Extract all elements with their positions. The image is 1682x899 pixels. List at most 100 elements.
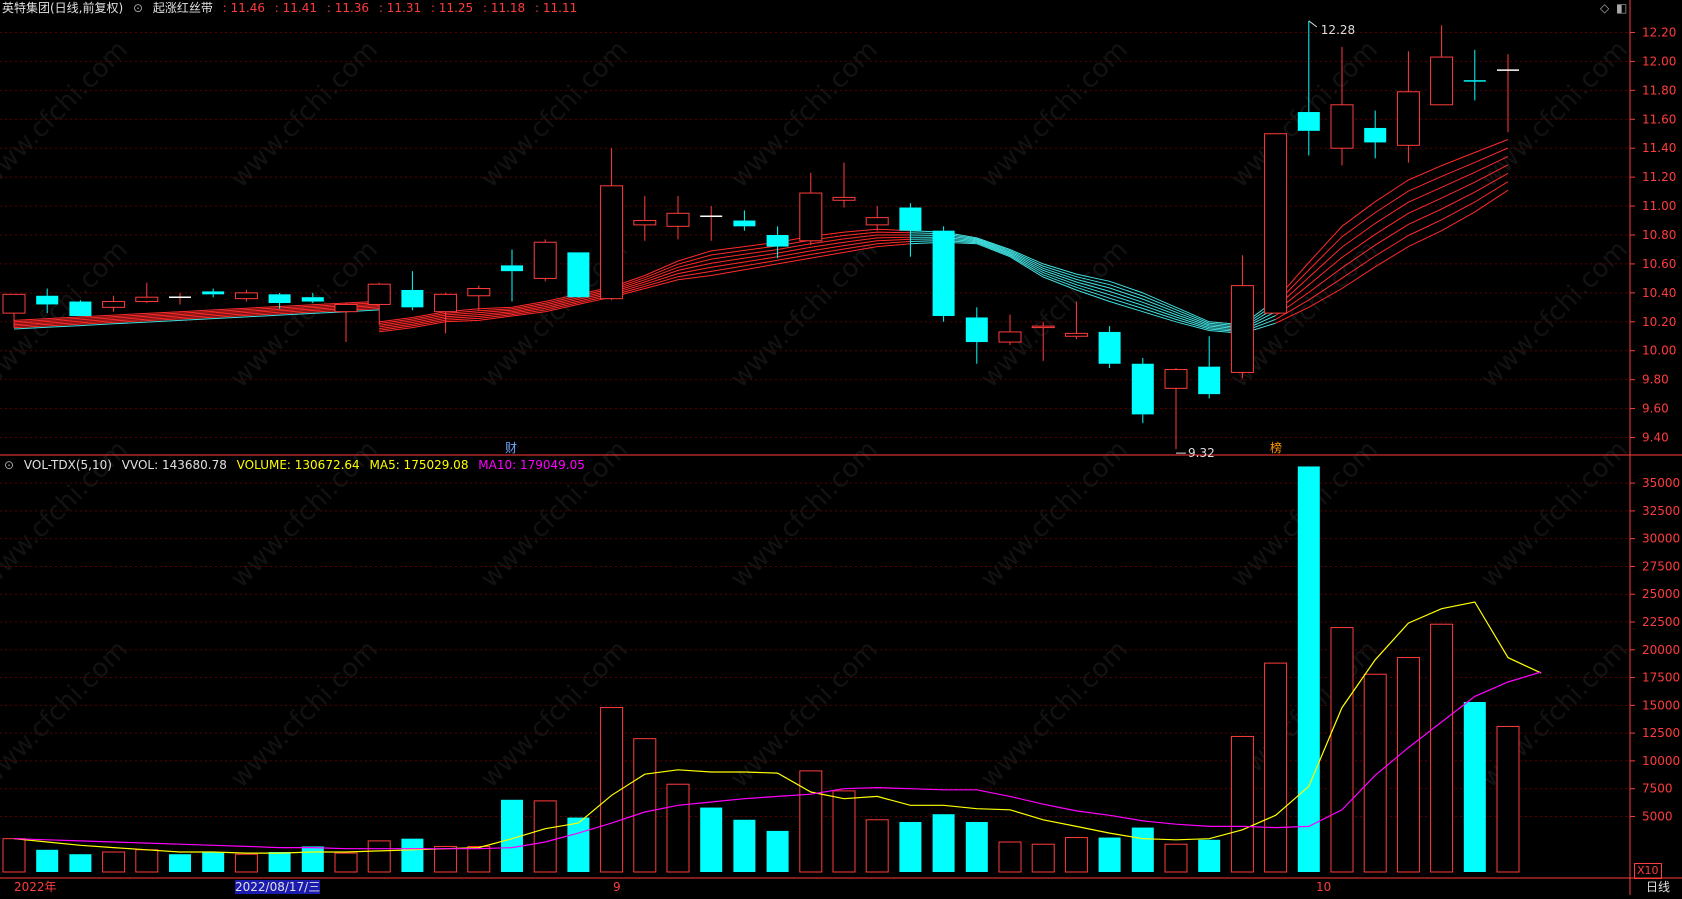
candle-body-down (1098, 331, 1121, 364)
volume-bar-down (202, 852, 225, 872)
ribbon-line (1275, 155, 1509, 309)
candle-body-down (301, 297, 324, 302)
window-toggle-icon[interactable]: ◧ (1616, 1, 1628, 15)
watermark-text: www.cfchi.com (975, 635, 1134, 794)
volume-layer (2, 466, 1520, 873)
volume-bar-down (567, 817, 590, 872)
candle-body-up (799, 192, 823, 242)
indicator-toggle-icon[interactable]: ⊙ (133, 1, 144, 15)
volume-bar-up (865, 819, 889, 873)
volume-indicator-name[interactable]: VOL-TDX(5,10) (23, 458, 112, 472)
volume-bar-down (1098, 837, 1121, 872)
high-label: 12.28 (1321, 23, 1355, 37)
low-label: 9.32 (1188, 446, 1215, 460)
watermark-text: www.cfchi.com (1475, 235, 1634, 394)
volume-tick-label: 10000 (1642, 754, 1680, 768)
candle-body-down (1364, 127, 1387, 143)
candle-body-up (1164, 369, 1188, 389)
volume-bar-up (799, 770, 823, 873)
candle-body-up (102, 301, 126, 308)
volume-bar-up (2, 838, 26, 873)
price-tick-label: 10.60 (1642, 257, 1676, 271)
volume-bar-down (766, 830, 789, 872)
volume-toggle-icon[interactable]: ⊙ (4, 458, 15, 472)
volume-bar-up (467, 845, 491, 873)
ribbon-line (13, 303, 380, 324)
ribbon-line (13, 302, 380, 323)
candle-body-down (1463, 80, 1486, 82)
year-label: 2022年 (14, 880, 57, 894)
ribbon-line (1275, 181, 1509, 320)
finance-marker[interactable]: 财 (505, 441, 518, 455)
ribbon-line (910, 236, 1276, 330)
volume-bar-up (1363, 673, 1387, 873)
ribbon-line (1275, 189, 1509, 324)
candle-body-up (2, 293, 26, 314)
watermark-text: www.cfchi.com (475, 35, 634, 194)
price-tick-label: 9.80 (1642, 373, 1669, 387)
cursor-date-label: 2022/08/17/三 (235, 880, 321, 894)
volume-bar-up (1330, 627, 1354, 873)
ribbon-value-4: : 11.31 (378, 1, 422, 15)
candle-body-down (899, 207, 922, 231)
volume-tick-label: 20000 (1642, 643, 1680, 657)
volume-bar-up (1264, 662, 1288, 873)
candle-body-up (998, 331, 1022, 343)
watermark-text: www.cfchi.com (975, 35, 1134, 194)
volume-bar-down (965, 822, 988, 872)
stock-title[interactable]: 英特集团(日线,前复权) (2, 1, 124, 15)
candle-layer (2, 20, 1519, 450)
volume-tick-label: 5000 (1642, 809, 1673, 823)
volume-bar-up (666, 783, 690, 873)
price-tick-label: 10.40 (1642, 286, 1676, 300)
ribbon-line (379, 238, 911, 330)
ribbon-line (379, 241, 911, 331)
price-tick-label: 12.00 (1642, 54, 1676, 68)
ma10-line (13, 671, 1542, 850)
volume-bar-up (633, 738, 657, 873)
volume-bar-up (434, 845, 458, 873)
candle-body-up (434, 293, 458, 313)
watermark-text: www.cfchi.com (975, 435, 1134, 594)
grid-layer (0, 31, 1630, 817)
candle-body-up (832, 196, 856, 201)
candle-body-up (1230, 285, 1254, 373)
candle-body-down (1297, 112, 1320, 131)
volume-value: VOLUME: 130672.64 (236, 458, 360, 472)
ma-layer (13, 601, 1542, 854)
volume-bar-down (301, 846, 324, 872)
volume-tick-label: 32500 (1642, 504, 1680, 518)
annotation-layer: 12.28 9.32 (1176, 20, 1355, 460)
volume-bar-up (135, 849, 159, 873)
candle-body-down (932, 230, 955, 317)
volume-bar-up (1496, 725, 1520, 873)
volume-tick-label: 22500 (1642, 615, 1680, 629)
diamond-icon[interactable]: ◇ (1600, 1, 1610, 15)
indicator-name[interactable]: 起涨红丝带 (152, 1, 213, 15)
ribbon-line (910, 239, 1276, 333)
ribbon-value-2: : 11.41 (274, 1, 318, 15)
volume-bar-up (600, 707, 624, 873)
volume-bar-down (36, 849, 59, 872)
ribbon-line (910, 230, 1276, 326)
volume-bar-up (533, 800, 557, 873)
volume-bar-down (268, 852, 291, 872)
ribbon-line (13, 305, 380, 326)
volume-tick-label: 12500 (1642, 726, 1680, 740)
candle-body-up (367, 283, 391, 305)
ranking-marker[interactable]: 榜 (1270, 441, 1283, 455)
candle-body-down (69, 301, 92, 317)
period-label[interactable]: 日线 (1646, 880, 1671, 894)
volume-bar-up (1164, 843, 1188, 873)
candle-body-up (234, 292, 258, 300)
candle-body-up (1264, 133, 1288, 314)
volume-tick-label: 35000 (1642, 476, 1680, 490)
volume-bar-down (1463, 702, 1486, 872)
candle-body-up (666, 212, 690, 227)
volume-bar-up (102, 851, 126, 873)
volume-bar-down (1131, 827, 1154, 872)
candle-body-down (36, 295, 59, 305)
candle-body-down (268, 294, 291, 303)
volume-bar-up (1230, 735, 1254, 873)
ribbon-line (910, 238, 1276, 332)
